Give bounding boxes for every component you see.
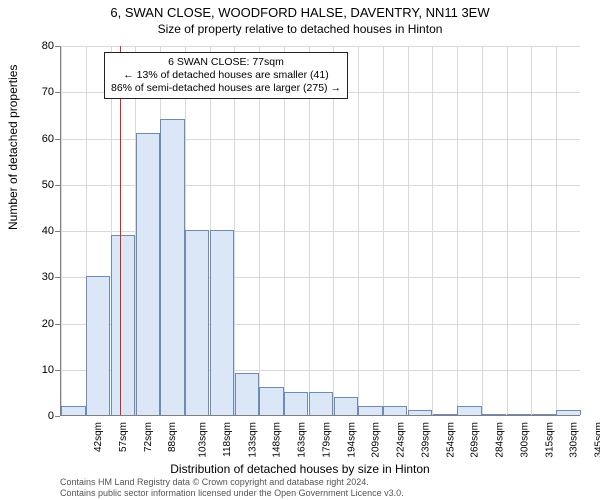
y-tick-label: 70	[26, 86, 54, 98]
histogram-bar	[334, 397, 358, 416]
info-line-2: ← 13% of detached houses are smaller (41…	[111, 69, 341, 82]
x-tick-label: 254sqm	[445, 422, 456, 458]
footer: Contains HM Land Registry data © Crown c…	[60, 477, 404, 498]
histogram-bar	[408, 410, 432, 415]
x-tick-label: 284sqm	[495, 422, 506, 458]
x-tick-label: 72sqm	[143, 422, 154, 452]
chart-container: 6, SWAN CLOSE, WOODFORD HALSE, DAVENTRY,…	[0, 0, 600, 500]
histogram-bar	[61, 406, 85, 415]
plot-area	[60, 46, 580, 416]
y-axis-label: Number of detached properties	[6, 65, 20, 230]
x-tick-label: 118sqm	[222, 422, 233, 457]
y-tick-label: 80	[26, 40, 54, 52]
histogram-bar	[358, 406, 382, 415]
y-tick-label: 10	[26, 364, 54, 376]
histogram-bar	[383, 406, 407, 415]
histogram-bar	[185, 230, 209, 415]
x-tick-label: 88sqm	[167, 422, 178, 452]
histogram-bar	[532, 414, 556, 415]
y-tick-label: 0	[26, 410, 54, 422]
x-tick-label: 315sqm	[544, 422, 555, 458]
x-tick-label: 224sqm	[396, 422, 407, 458]
chart-title: 6, SWAN CLOSE, WOODFORD HALSE, DAVENTRY,…	[0, 0, 600, 21]
info-line-3: 86% of semi-detached houses are larger (…	[111, 82, 341, 95]
footer-line-2: Contains public sector information licen…	[60, 488, 404, 498]
y-tick-label: 50	[26, 179, 54, 191]
info-box: 6 SWAN CLOSE: 77sqm ← 13% of detached ho…	[104, 52, 348, 99]
marker-line	[120, 46, 121, 415]
histogram-bar	[457, 406, 481, 415]
histogram-bar	[160, 119, 184, 415]
x-tick-label: 269sqm	[470, 422, 481, 458]
histogram-bar	[284, 392, 308, 415]
histogram-bar	[111, 235, 135, 415]
x-axis-label: Distribution of detached houses by size …	[0, 462, 600, 476]
x-tick-label: 103sqm	[198, 422, 209, 458]
histogram-bar	[556, 410, 580, 415]
x-tick-label: 209sqm	[371, 422, 382, 458]
histogram-bar	[259, 387, 283, 415]
y-tick-label: 30	[26, 271, 54, 283]
histogram-bar	[507, 414, 531, 415]
x-tick-label: 133sqm	[247, 422, 258, 458]
x-tick-label: 300sqm	[520, 422, 531, 458]
x-tick-label: 330sqm	[569, 422, 580, 458]
x-tick-label: 345sqm	[594, 422, 600, 458]
x-tick-label: 42sqm	[93, 422, 104, 452]
info-line-1: 6 SWAN CLOSE: 77sqm	[111, 56, 341, 69]
histogram-bar	[210, 230, 234, 415]
histogram-bar	[86, 276, 110, 415]
histogram-bar	[433, 414, 457, 415]
chart-subtitle: Size of property relative to detached ho…	[0, 21, 600, 36]
x-tick-label: 179sqm	[321, 422, 332, 458]
histogram-bar	[235, 373, 259, 415]
y-tick-label: 40	[26, 225, 54, 237]
y-tick-label: 20	[26, 318, 54, 330]
x-tick-label: 194sqm	[346, 422, 357, 458]
histogram-bar	[309, 392, 333, 415]
x-tick-label: 239sqm	[420, 422, 431, 458]
histogram-bar	[136, 133, 160, 415]
footer-line-1: Contains HM Land Registry data © Crown c…	[60, 477, 404, 487]
x-tick-label: 57sqm	[118, 422, 129, 452]
x-tick-label: 163sqm	[297, 422, 308, 458]
histogram-bar	[482, 414, 506, 415]
y-tick-label: 60	[26, 133, 54, 145]
x-tick-label: 148sqm	[272, 422, 283, 458]
